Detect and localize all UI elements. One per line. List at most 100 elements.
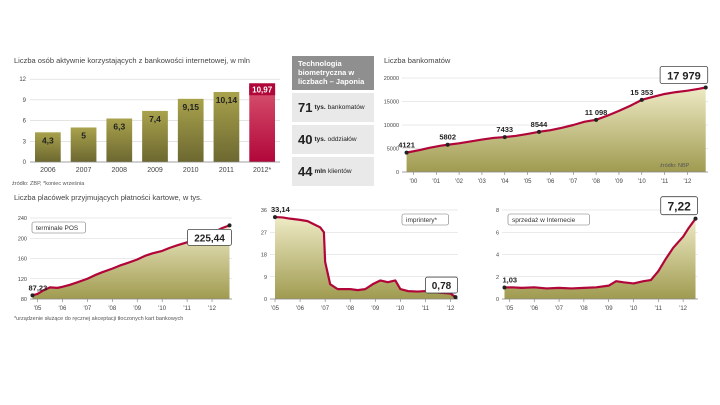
y-tick-label: 18 [261, 253, 267, 259]
x-tick-label: '10 [158, 306, 166, 312]
data-point [703, 85, 708, 90]
series-label: terminale POS [36, 225, 79, 232]
y-tick-label: 160 [18, 257, 27, 263]
series-line [406, 86, 706, 154]
infobox-label: bankomatów [327, 104, 365, 111]
data-point [639, 97, 644, 102]
series-line [504, 218, 697, 290]
y-tick-label: 9 [264, 275, 267, 281]
x-tick-label: '11 [661, 179, 669, 185]
x-tick-label: '03 [478, 179, 486, 185]
data-point [30, 293, 35, 298]
x-tick-label: 2010 [183, 167, 199, 174]
x-tick-label: '08 [592, 179, 600, 185]
x-tick-label: 2011 [219, 167, 234, 174]
data-label: 8544 [531, 120, 549, 129]
x-tick-label: '10 [638, 179, 646, 185]
data-label: 33,14 [271, 205, 291, 214]
data-label: 6,3 [113, 122, 125, 132]
x-tick-label: '08 [108, 306, 116, 312]
y-tick-label: 6 [496, 230, 499, 236]
series-label-box [507, 213, 590, 226]
x-tick-label: '05 [34, 306, 42, 312]
bar [106, 118, 133, 162]
infobox-label: oddziałów [327, 136, 357, 143]
atm-chart: Liczba bankomatów 0 5000 10000 15000 20000 '0… [384, 56, 709, 185]
data-label: 5 [81, 130, 86, 140]
infobox-unit: tys. [314, 104, 326, 111]
internet-banking-chart: Liczba osób aktywnie korzystających z ba… [12, 56, 280, 187]
x-tick-label: '12 [447, 306, 455, 312]
footnote: *urządzenie służące do ręcznej akceptacj… [14, 316, 183, 322]
data-label: 7,4 [149, 114, 161, 124]
infobox-number: 40 [298, 132, 313, 147]
data-label: 87,23 [28, 283, 47, 292]
x-tick-label: '11 [422, 306, 430, 312]
data-label: 10,97 [252, 85, 273, 94]
x-tick-label: '08 [580, 306, 588, 312]
y-tick-label: 200 [18, 236, 27, 242]
data-label: 1,03 [502, 276, 517, 285]
data-point [537, 129, 542, 134]
x-tick-label: 2006 [40, 167, 56, 174]
japan-biometric-infobox: Technologia biometryczna w liczbach – Ja… [292, 56, 374, 186]
y-tick-label: 27 [261, 230, 267, 236]
x-tick-label: '07 [321, 306, 329, 312]
highlight-label-box [249, 83, 276, 96]
x-tick-label: '12 [208, 306, 216, 312]
series-label: sprzedaż w Internecie [512, 217, 576, 224]
y-tick-label: 80 [21, 297, 27, 303]
data-label: 7433 [496, 125, 513, 134]
infobox-row-clients: 44 mln klientów [292, 157, 374, 186]
x-tick-label: '04 [501, 179, 509, 185]
y-tick-label: 0 [396, 170, 399, 176]
x-tick-label: '12 [679, 306, 687, 312]
internet-banking-bars: 2006 4,3 2007 5 2008 6,3 2009 7,4 2010 9,15 2011 10… [30, 83, 280, 174]
x-tick-label: '10 [396, 306, 404, 312]
card-acceptance-title: Liczba placówek przyjmujących płatności … [14, 193, 202, 202]
y-tick-label: 8 [496, 208, 499, 214]
x-tick-label: '09 [133, 306, 141, 312]
y-tick-label: 20000 [384, 76, 399, 82]
bar [70, 127, 97, 162]
atm-title: Liczba bankomatów [384, 56, 451, 65]
data-label: 4,3 [42, 135, 54, 145]
y-tick-label: 36 [261, 208, 267, 214]
internet-banking-title: Liczba osób aktywnie korzystających z ba… [14, 56, 250, 65]
internet-sales-plot: 0 2 4 6 8 '05 '06 '07 '08 '09 '10 '11 '12 sprzedaż w … [496, 196, 698, 312]
x-tick-label: '09 [605, 306, 613, 312]
y-tick-label: 12 [19, 77, 26, 83]
bar [177, 98, 204, 162]
atm-source: źródło: NBP [660, 163, 690, 169]
series-label-box [31, 221, 86, 234]
series-area [504, 218, 696, 299]
x-tick-label: '02 [455, 179, 463, 185]
x-tick-label: '05 [524, 179, 532, 185]
series-area [275, 217, 456, 299]
x-tick-label: '09 [615, 179, 623, 185]
callout-box [659, 66, 709, 84]
y-tick-label: 0 [23, 160, 27, 166]
y-tick-label: 6 [23, 119, 27, 125]
data-label: 9,15 [182, 102, 199, 112]
infobox-number: 44 [298, 164, 313, 179]
data-point [273, 215, 278, 220]
callout-box [425, 276, 458, 294]
data-label: 4121 [398, 141, 415, 150]
x-tick-label: '07 [83, 306, 91, 312]
x-tick-label: '06 [296, 306, 304, 312]
infobox-unit: mln [314, 168, 327, 175]
x-tick-label: '06 [547, 179, 555, 185]
infobox-unit: tys. [314, 136, 326, 143]
series-label-box [401, 213, 449, 226]
x-tick-label: 2012* [253, 167, 272, 174]
data-label: 15 353 [630, 88, 653, 97]
y-tick-label: 4 [496, 253, 499, 259]
infobox-number: 71 [298, 100, 313, 115]
bar [249, 86, 275, 162]
data-label: 5802 [439, 133, 456, 142]
data-label: 11 098 [585, 108, 608, 117]
x-tick-label: 2008 [111, 167, 127, 174]
callout-box [660, 196, 698, 216]
